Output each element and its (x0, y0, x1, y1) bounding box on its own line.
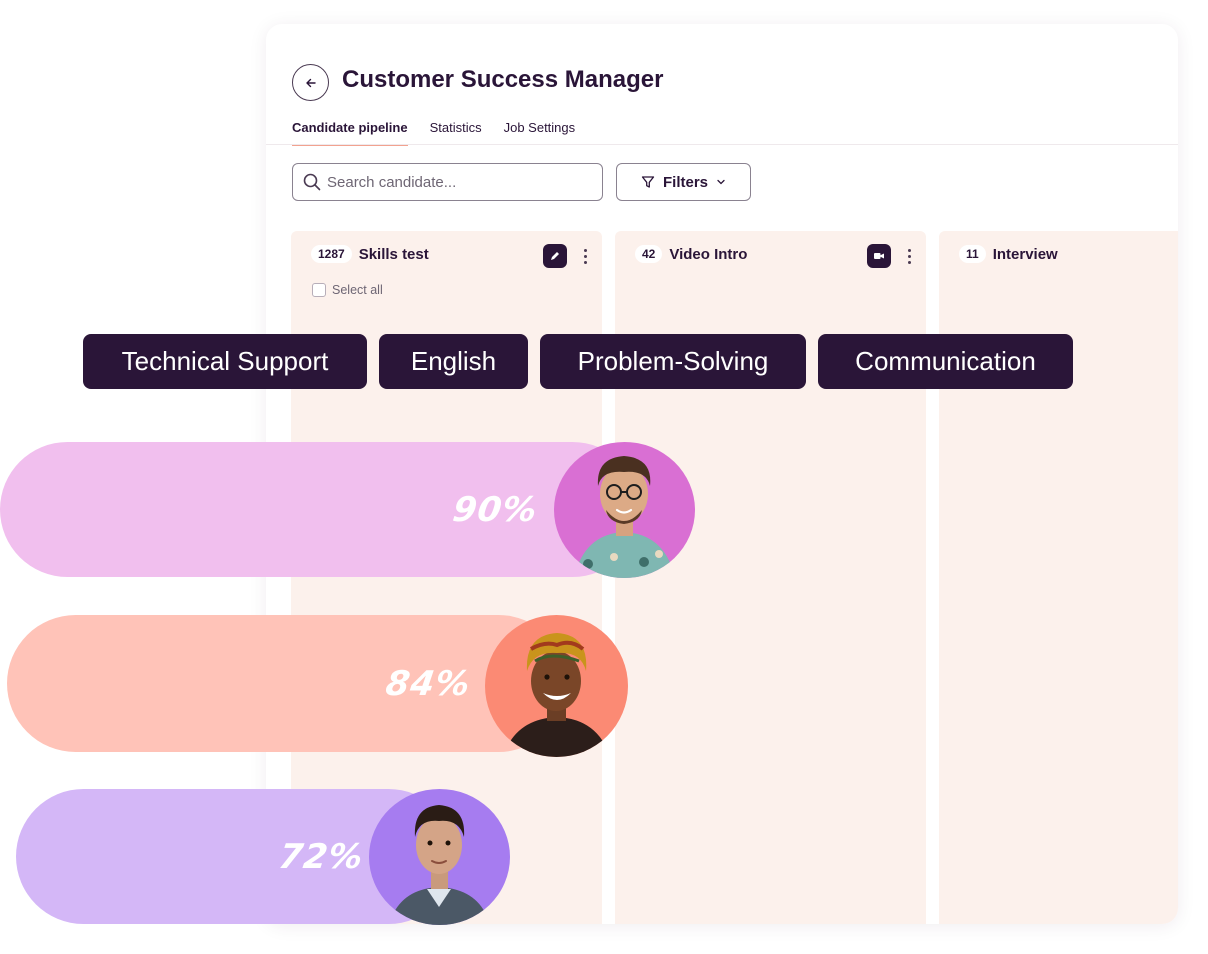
page-title: Customer Success Manager (342, 66, 664, 93)
dot (907, 254, 911, 258)
select-all-label: Select all (332, 283, 383, 297)
person-icon (574, 456, 675, 578)
column-title: Skills test (358, 245, 429, 263)
score-percent: 72% (276, 836, 367, 877)
filters-button[interactable]: Filters (616, 163, 751, 201)
dot (583, 248, 587, 252)
select-all: Select all (312, 283, 383, 297)
skills-test-button[interactable] (543, 244, 567, 268)
chevron-down-icon (717, 179, 725, 185)
filters-label: Filters (662, 173, 708, 191)
score-percent: 90% (450, 489, 541, 530)
column-menu-button[interactable] (903, 245, 915, 267)
tab-candidate-pipeline[interactable]: Candidate pipeline (292, 120, 408, 146)
column-title: Interview (992, 245, 1058, 263)
skill-tag: Communication (818, 334, 1073, 389)
person-icon (503, 633, 610, 757)
skill-tag: Technical Support (83, 334, 367, 389)
count-badge: 11 (959, 245, 986, 263)
column-header: 11 Interview (959, 245, 1058, 263)
person-icon (389, 805, 490, 925)
search-box[interactable] (292, 163, 603, 201)
tab-statistics[interactable]: Statistics (429, 120, 482, 135)
search-icon (303, 173, 321, 191)
column-title: Video Intro (669, 245, 748, 263)
column-header: 1287 Skills test (311, 245, 429, 263)
tab-bar: Candidate pipeline Statistics Job Settin… (292, 120, 575, 146)
tab-job-settings[interactable]: Job Settings (503, 120, 576, 135)
filter-icon (641, 176, 655, 188)
candidate-score-bar: 90% (0, 442, 640, 577)
arrow-left-icon (305, 78, 316, 87)
avatar (554, 442, 695, 578)
score-percent: 84% (383, 663, 474, 704)
column-header: 42 Video Intro (635, 245, 747, 263)
column-menu-button[interactable] (579, 245, 591, 267)
dot (583, 260, 587, 264)
search-input[interactable] (327, 173, 587, 191)
dot (907, 260, 911, 264)
skill-tag: English (379, 334, 528, 389)
back-button[interactable] (292, 64, 329, 101)
dot (907, 248, 911, 252)
tab-divider (266, 144, 1178, 145)
video-intro-button[interactable] (867, 244, 891, 268)
video-camera-icon (874, 253, 884, 259)
avatar (485, 615, 628, 757)
dot (583, 254, 587, 258)
count-badge: 1287 (311, 245, 352, 263)
avatar (369, 789, 510, 925)
count-badge: 42 (635, 245, 663, 263)
select-all-checkbox[interactable] (312, 283, 326, 297)
pencil-icon (551, 252, 559, 260)
skill-tag: Problem-Solving (540, 334, 806, 389)
candidate-score-bar: 84% (7, 615, 567, 752)
